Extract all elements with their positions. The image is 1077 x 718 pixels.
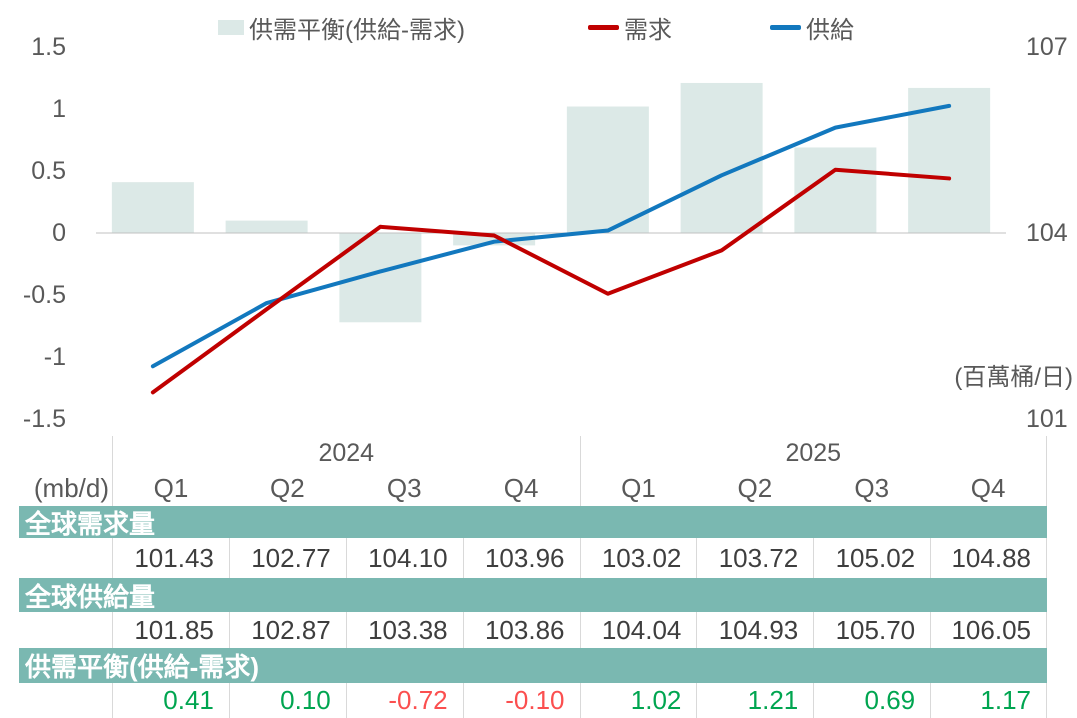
year-header: 2025: [579, 436, 1047, 470]
balance-bar: [453, 233, 536, 246]
quarter-header: Q4: [503, 472, 539, 503]
table-value-cell: 103.86: [462, 612, 580, 648]
table-value-cell: 0.10: [228, 683, 346, 718]
left-axis-tick-label: 0: [52, 219, 66, 247]
row-label-blank: [19, 538, 112, 578]
table-value-cell: 103.96: [462, 538, 580, 578]
table-value-cell: 104.10: [345, 538, 463, 578]
table-value-cell: 101.85: [112, 612, 229, 648]
axis-unit-note: (百萬桶/日): [954, 364, 1073, 391]
quarter-header: Q2: [737, 472, 773, 503]
balance-bar: [225, 220, 308, 233]
left-axis-tick-label: 0.5: [31, 157, 66, 185]
table-value-cell: 105.70: [813, 612, 930, 648]
table-value-cell: -0.10: [462, 683, 580, 718]
quarter-header: Q3: [854, 472, 890, 503]
table-value-cell: 1.17: [930, 683, 1047, 718]
right-axis-tick-label: 107: [1026, 33, 1068, 61]
table-value-cell: 104.04: [579, 612, 697, 648]
table-value-cell: 101.43: [112, 538, 229, 578]
legend-item-demand: 需求: [588, 10, 672, 44]
left-axis-tick-label: -1: [43, 343, 66, 371]
row-label-blank: [19, 612, 112, 648]
table-value-cell: 106.05: [930, 612, 1047, 648]
right-axis-tick-label: 104: [1026, 219, 1068, 247]
table-value-cell: 102.87: [228, 612, 346, 648]
supply-line-swatch-icon: [770, 24, 801, 30]
balance-bar: [111, 182, 194, 233]
right-axis-tick-label: 101: [1026, 405, 1068, 433]
table-value-cell: 103.38: [345, 612, 463, 648]
left-axis-tick-label: -0.5: [22, 281, 66, 309]
table-value-cell: 104.93: [696, 612, 813, 648]
row-band-header: 全球需求量: [19, 506, 1047, 539]
quarter-header: Q2: [269, 472, 305, 503]
table-unit-label: (mb/d): [33, 472, 109, 503]
table-value-cell: 1.21: [696, 683, 813, 718]
table-corner-blank: [19, 436, 112, 470]
left-axis-tick-label: 1.5: [31, 33, 66, 61]
table-value-cell: 0.69: [813, 683, 930, 718]
table-value-cell: -0.72: [345, 683, 463, 718]
legend-item-supply: 供給: [770, 10, 854, 44]
quarter-header: Q1: [579, 470, 697, 506]
quarter-header: Q4: [930, 470, 1047, 506]
row-band-header: 供需平衡(供給-需求): [19, 648, 1047, 683]
table-value-cell: 102.77: [228, 538, 346, 578]
legend-label: 需求: [624, 16, 672, 44]
legend-label: 供需平衡(供給-需求): [249, 16, 465, 44]
table-value-cell: 0.41: [112, 683, 229, 718]
row-band-header: 全球供給量: [19, 578, 1047, 612]
demand-line: [150, 167, 952, 395]
left-axis-tick-label: -1.5: [22, 405, 66, 433]
table-value-cell: 103.02: [579, 538, 697, 578]
supply-line: [150, 103, 952, 369]
year-header: 2024: [112, 436, 580, 470]
table-value-cell: 105.02: [813, 538, 930, 578]
quarter-header: Q1: [112, 470, 229, 506]
combo-chart: [96, 82, 1006, 395]
table-value-cell: 104.88: [930, 538, 1047, 578]
quarter-header: Q3: [386, 472, 422, 503]
balance-bar: [680, 82, 763, 234]
left-axis-tick-label: 1: [52, 95, 66, 123]
demand-line-swatch-icon: [588, 24, 619, 30]
legend-item-balance: 供需平衡(供給-需求): [218, 10, 465, 44]
row-label-blank: [19, 683, 112, 718]
balance-bar-swatch-icon: [218, 19, 244, 35]
table-value-cell: 103.72: [696, 538, 813, 578]
legend-label: 供給: [806, 16, 854, 44]
balance-bar: [566, 106, 649, 233]
quarterly-data-table: 2024 2025 (mb/d) Q1 Q2 Q3 Q4 Q1 Q2 Q3 Q4 全球需求量 101.4…: [19, 436, 1047, 718]
table-value-cell: 1.02: [579, 683, 697, 718]
